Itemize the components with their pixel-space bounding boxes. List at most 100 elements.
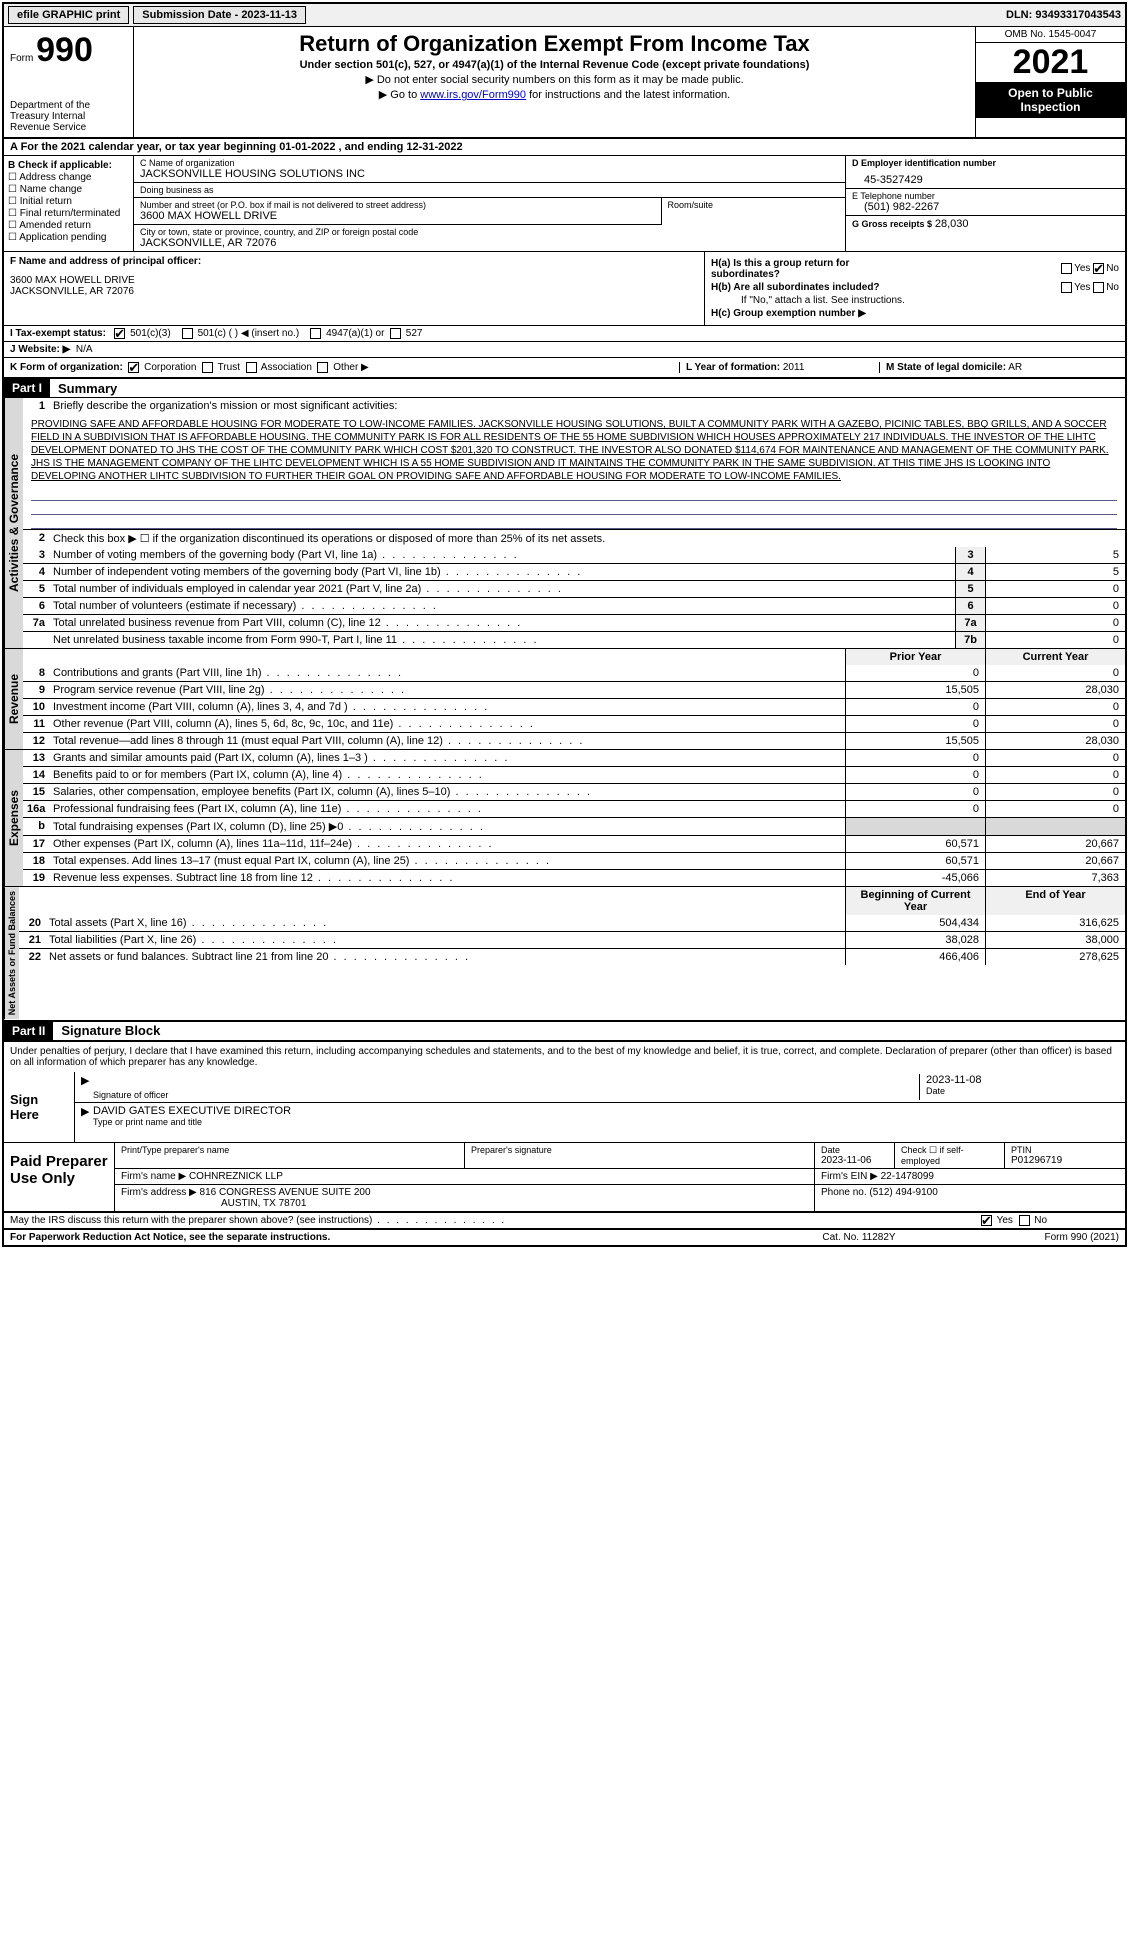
hb-yes-checkbox[interactable] (1061, 282, 1072, 293)
blank-line (31, 501, 1117, 515)
efile-print-button[interactable]: efile GRAPHIC print (8, 6, 129, 24)
k-assoc-checkbox[interactable] (246, 362, 257, 373)
form-label: Form (10, 53, 33, 64)
firm-addr2: AUSTIN, TX 78701 (121, 1198, 306, 1209)
table-row: 12Total revenue—add lines 8 through 11 (… (23, 732, 1125, 749)
part1-header-row: Part I Summary (4, 379, 1125, 398)
form-header: Form 990 Department of the Treasury Inte… (4, 27, 1125, 139)
identification-block: B Check if applicable: ☐ Address change … (4, 156, 1125, 252)
chk-amended[interactable]: ☐ Amended return (8, 220, 129, 231)
table-row: 11Other revenue (Part VIII, column (A), … (23, 715, 1125, 732)
activities-governance-section: Activities & Governance 1 Briefly descri… (4, 398, 1125, 649)
mission-text: PROVIDING SAFE AND AFFORDABLE HOUSING FO… (23, 414, 1125, 487)
blank-line (31, 487, 1117, 501)
prior-year-hdr: Prior Year (845, 649, 985, 665)
chk-name-change[interactable]: ☐ Name change (8, 184, 129, 195)
b-label: B Check if applicable: (8, 160, 129, 171)
table-row: 9Program service revenue (Part VIII, lin… (23, 681, 1125, 698)
summary-line: Net unrelated business taxable income fr… (23, 631, 1125, 648)
vtab-expenses: Expenses (4, 750, 23, 886)
i-501c3-checkbox[interactable] (114, 328, 125, 339)
k-corp-checkbox[interactable] (128, 362, 139, 373)
sig-date-value: 2023-11-08 (926, 1074, 1119, 1086)
l1-label: Briefly describe the organization's miss… (49, 398, 1125, 414)
header-right: OMB No. 1545-0047 2021 Open to Public In… (975, 27, 1125, 137)
end-year-hdr: End of Year (985, 887, 1125, 915)
i-527-checkbox[interactable] (390, 328, 401, 339)
city-state-zip: JACKSONVILLE, AR 72076 (140, 237, 839, 249)
table-row: 16aProfessional fundraising fees (Part I… (23, 800, 1125, 817)
website-value: N/A (76, 344, 93, 355)
ha-yes-checkbox[interactable] (1061, 263, 1072, 274)
current-year-hdr: Current Year (985, 649, 1125, 665)
expenses-section: Expenses 13Grants and similar amounts pa… (4, 750, 1125, 887)
hc-label: H(c) Group exemption number ▶ (711, 308, 866, 319)
addr-label: Number and street (or P.O. box if mail i… (140, 200, 655, 210)
table-row: 21Total liabilities (Part X, line 26)38,… (19, 931, 1125, 948)
chk-address-change[interactable]: ☐ Address change (8, 172, 129, 183)
h-note: If "No," attach a list. See instructions… (711, 295, 1119, 306)
ptin-value: P01296719 (1011, 1155, 1119, 1166)
self-employed-check[interactable]: Check ☐ if self-employed (895, 1143, 1005, 1168)
gross-receipts-label: G Gross receipts $ (852, 219, 932, 229)
col-de: D Employer identification number 45-3527… (845, 156, 1125, 251)
f-col: F Name and address of principal officer:… (4, 252, 705, 325)
i-501c-checkbox[interactable] (182, 328, 193, 339)
discuss-yes-checkbox[interactable] (981, 1215, 992, 1226)
header-left: Form 990 Department of the Treasury Inte… (4, 27, 134, 137)
dba-label: Doing business as (140, 185, 839, 195)
revenue-section: Revenue Prior Year Current Year 8Contrib… (4, 649, 1125, 750)
prep-date: 2023-11-06 (821, 1155, 888, 1166)
dln: DLN: 93493317043543 (1006, 9, 1121, 21)
paperwork-notice: For Paperwork Reduction Act Notice, see … (10, 1232, 759, 1243)
summary-line: 3Number of voting members of the governi… (23, 547, 1125, 563)
table-row: 17Other expenses (Part IX, column (A), l… (23, 835, 1125, 852)
chk-initial-return[interactable]: ☐ Initial return (8, 196, 129, 207)
part2-badge: Part II (4, 1022, 53, 1040)
part2-title: Signature Block (53, 1023, 160, 1038)
tax-year: 2021 (976, 43, 1125, 82)
officer-addr1: 3600 MAX HOWELL DRIVE (10, 275, 698, 286)
sig-date-label: Date (926, 1086, 1119, 1096)
suite-label: Room/suite (668, 200, 840, 210)
street-address: 3600 MAX HOWELL DRIVE (140, 210, 655, 222)
submission-date: Submission Date - 2023-11-13 (133, 6, 306, 24)
chk-app-pending[interactable]: ☐ Application pending (8, 232, 129, 243)
officer-addr2: JACKSONVILLE, AR 72076 (10, 286, 698, 297)
table-row: 19Revenue less expenses. Subtract line 1… (23, 869, 1125, 886)
ein-value: 45-3527429 (852, 168, 1119, 186)
c-name-label: C Name of organization (140, 158, 839, 168)
form-subtitle: Under section 501(c), 527, or 4947(a)(1)… (140, 59, 969, 71)
sign-here-row: Sign Here ▶ Signature of officer 2023-11… (4, 1072, 1125, 1143)
part1-title: Summary (50, 381, 117, 396)
org-name: JACKSONVILLE HOUSING SOLUTIONS INC (140, 168, 839, 180)
firm-phone: (512) 494-9100 (869, 1187, 937, 1198)
l2-text: Check this box ▶ ☐ if the organization d… (49, 530, 1125, 547)
discuss-question: May the IRS discuss this return with the… (4, 1213, 975, 1228)
form-990-page: efile GRAPHIC print Submission Date - 20… (2, 2, 1127, 1247)
ssn-warning: ▶ Do not enter social security numbers o… (140, 73, 969, 86)
cat-no: Cat. No. 11282Y (759, 1232, 959, 1243)
f-label: F Name and address of principal officer: (10, 256, 698, 267)
chk-final-return[interactable]: ☐ Final return/terminated (8, 208, 129, 219)
year-formation: 2011 (783, 362, 805, 373)
summary-line: 6Total number of volunteers (estimate if… (23, 597, 1125, 614)
city-label: City or town, state or province, country… (140, 227, 839, 237)
firm-ein: 22-1478099 (881, 1171, 934, 1182)
page-footer: For Paperwork Reduction Act Notice, see … (4, 1229, 1125, 1245)
k-other-checkbox[interactable] (317, 362, 328, 373)
discuss-no-checkbox[interactable] (1019, 1215, 1030, 1226)
col-b: B Check if applicable: ☐ Address change … (4, 156, 134, 251)
ha-no-checkbox[interactable] (1093, 263, 1104, 274)
irs-link[interactable]: www.irs.gov/Form990 (420, 89, 526, 101)
k-trust-checkbox[interactable] (202, 362, 213, 373)
vtab-revenue: Revenue (4, 649, 23, 749)
table-row: 18Total expenses. Add lines 13–17 (must … (23, 852, 1125, 869)
hb-no-checkbox[interactable] (1093, 282, 1104, 293)
firm-name: COHNREZNICK LLP (189, 1171, 283, 1182)
topbar: efile GRAPHIC print Submission Date - 20… (4, 4, 1125, 27)
h-col: H(a) Is this a group return for subordin… (705, 252, 1125, 325)
dept-label: Department of the Treasury Internal Reve… (10, 100, 127, 133)
i-4947-checkbox[interactable] (310, 328, 321, 339)
sig-officer-label: Signature of officer (93, 1090, 919, 1100)
